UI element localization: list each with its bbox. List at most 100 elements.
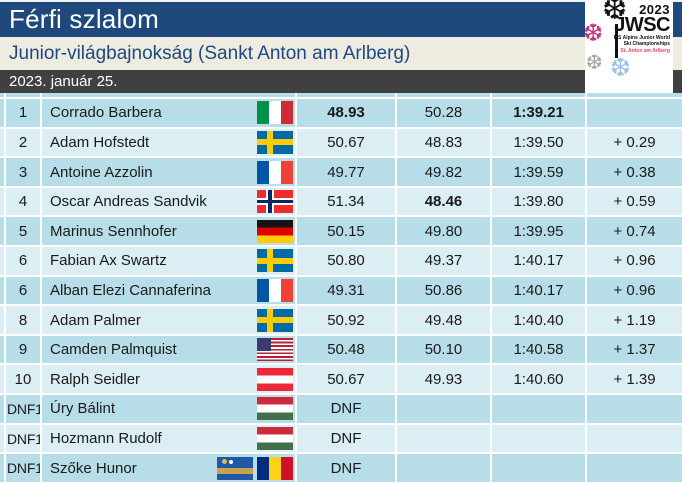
event-date: 2023. január 25. xyxy=(9,73,118,90)
run1-time-cell: 49.77 xyxy=(297,158,397,188)
table-row: 6 Fabian Ax Swartz 50.80 49.37 1:40.17 + 0.96 xyxy=(0,247,682,277)
row-left-margin xyxy=(0,158,6,188)
snowflake-gray-icon: ❆ xyxy=(586,50,603,74)
strip-cell xyxy=(492,93,587,99)
flag-germany-icon xyxy=(257,219,293,243)
flag-part-se-v xyxy=(267,130,274,154)
run2-time-cell: 50.86 xyxy=(397,276,492,307)
table-row: 1 Corrado Barbera 48.93 50.28 1:39.21 xyxy=(0,99,682,129)
diff-cell: + 0.38 xyxy=(587,158,682,188)
athlete-name: Adam Palmer xyxy=(50,311,141,329)
logo-line2: Ski Championships xyxy=(623,41,670,48)
flag-group xyxy=(257,308,293,332)
diff-cell: + 1.37 xyxy=(587,335,682,366)
name-cell: Szőke Hunor xyxy=(42,454,297,484)
strip-cell xyxy=(42,93,297,99)
rank-cell: 3 xyxy=(6,158,42,188)
diff-cell xyxy=(587,99,682,129)
athlete-name: Szőke Hunor xyxy=(50,459,137,477)
name-cell: Úry Bálint xyxy=(42,395,297,425)
flag-part-se-h xyxy=(257,317,293,324)
total-time-cell: 1:40.58 xyxy=(492,335,587,366)
flag-sweden-icon xyxy=(257,130,293,154)
page-title: Férfi szlalom xyxy=(9,4,159,34)
flag-part-sz-sun xyxy=(222,458,228,464)
diff-cell: + 0.96 xyxy=(587,276,682,307)
name-cell: Antoine Azzolin xyxy=(42,158,297,188)
flag-group xyxy=(257,130,293,154)
flag-group xyxy=(257,427,293,450)
flag-group xyxy=(257,101,293,125)
row-left-margin xyxy=(0,276,6,307)
flag-part-se-v xyxy=(267,249,274,273)
rank-cell: 2 xyxy=(6,128,42,159)
row-left-margin xyxy=(0,306,6,336)
flag-szekely-land-icon xyxy=(217,456,253,480)
name-cell: Corrado Barbera xyxy=(42,99,297,129)
name-cell: Alban Elezi Cannaferina xyxy=(42,276,297,307)
row-left-margin xyxy=(0,365,6,396)
rank-cell: 4 xyxy=(6,187,42,218)
row-left-margin xyxy=(0,395,6,425)
athlete-name: Fabian Ax Swartz xyxy=(50,252,167,270)
strip-cell xyxy=(6,93,42,99)
athlete-name: Camden Palmquist xyxy=(50,341,177,359)
flag-group xyxy=(257,160,293,184)
flag-group xyxy=(257,338,293,362)
total-time-cell xyxy=(492,424,587,455)
run2-time-cell: 48.83 xyxy=(397,128,492,159)
jwsc-logo: ❆ ❆ ❆ ❆ 2023 JWSC FIS Alpine Junior Worl… xyxy=(583,0,673,93)
run2-time-cell: 49.93 xyxy=(397,365,492,396)
total-time-cell: 1:39.80 xyxy=(492,187,587,218)
diff-cell xyxy=(587,454,682,484)
logo-year: 2023 xyxy=(639,2,670,17)
athlete-name: Marinus Sennhofer xyxy=(50,222,177,240)
rank-cell: DNF1 xyxy=(6,454,42,484)
total-time-cell: 1:40.17 xyxy=(492,247,587,277)
diff-cell: + 0.29 xyxy=(587,128,682,159)
strip-cell xyxy=(397,93,492,99)
snowflake-blue-icon: ❆ xyxy=(610,53,631,82)
total-time-cell: 1:39.50 xyxy=(492,128,587,159)
flag-group xyxy=(257,249,293,273)
flag-part-no-h-b xyxy=(257,199,293,204)
run2-time-cell: 50.10 xyxy=(397,335,492,366)
event-subtitle: Junior-világbajnokság (Sankt Anton am Ar… xyxy=(9,42,411,64)
run2-time-cell xyxy=(397,454,492,484)
total-time-cell xyxy=(492,454,587,484)
run1-time-cell: DNF xyxy=(297,395,397,425)
table-row: 4 Oscar Andreas Sandvik 51.34 48.46 1:39.80 +… xyxy=(0,187,682,218)
flag-part-sz-stripe xyxy=(217,468,253,474)
row-left-margin xyxy=(0,454,6,484)
run2-time-cell: 50.28 xyxy=(397,99,492,129)
row-left-margin xyxy=(0,335,6,366)
flag-hungary-icon xyxy=(257,427,293,450)
snowflake-black-icon: ❆ xyxy=(602,0,628,27)
flag-part-sz-moon xyxy=(229,459,234,464)
flag-group xyxy=(217,456,293,480)
row-left-margin xyxy=(0,217,6,248)
title-bar: Férfi szlalom xyxy=(0,0,682,37)
flag-hungary-icon xyxy=(257,397,293,421)
rank-cell: DNF1 xyxy=(6,424,42,455)
run1-time-cell: 50.80 xyxy=(297,247,397,277)
total-time-cell: 1:40.60 xyxy=(492,365,587,396)
name-cell: Oscar Andreas Sandvik xyxy=(42,187,297,218)
flag-austria-icon xyxy=(257,367,293,391)
flag-group xyxy=(257,190,293,214)
diff-cell: + 1.39 xyxy=(587,365,682,396)
athlete-name: Oscar Andreas Sandvik xyxy=(50,193,207,211)
logo-text: 2023 JWSC FIS Alpine Junior World Ski Ch… xyxy=(614,2,671,54)
rank-cell: 10 xyxy=(6,365,42,396)
name-cell: Ralph Seidler xyxy=(42,365,297,396)
flag-group xyxy=(257,219,293,243)
flag-sweden-icon xyxy=(257,308,293,332)
flag-usa-icon xyxy=(257,338,293,362)
athlete-name: Alban Elezi Cannaferina xyxy=(50,281,211,299)
diff-cell: + 0.96 xyxy=(587,247,682,277)
diff-cell xyxy=(587,395,682,425)
run1-time-cell: DNF xyxy=(297,454,397,484)
strip-cell xyxy=(587,93,682,99)
name-cell: Marinus Sennhofer xyxy=(42,217,297,248)
